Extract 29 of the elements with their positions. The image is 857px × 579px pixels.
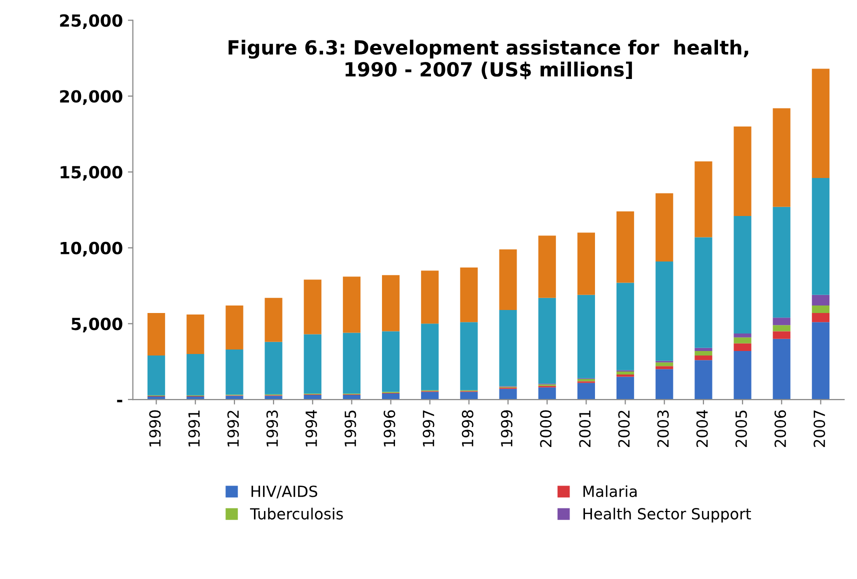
- x-tick-label: 2003: [657, 410, 669, 447]
- legend-label: Malaria: [583, 485, 637, 498]
- x-tick-label: 1999: [500, 410, 512, 446]
- x-tick-label: 2006: [774, 410, 786, 447]
- text: Figure 6.3: Development assistance for health, 1990 - 2007 (US$ millions]: [228, 40, 748, 80]
- x-tick-label: 2004: [696, 410, 708, 447]
- legend-label: HIV/AIDS: [252, 486, 318, 498]
- x-tick-label: 2005: [735, 410, 747, 447]
- x-tick-label: 1997: [422, 410, 434, 446]
- x-tick-label: 1991: [188, 410, 200, 446]
- y-tick-label: 25,000: [60, 14, 122, 29]
- legend-label: Tuberculosis: [250, 508, 343, 520]
- x-tick-label: 1992: [227, 410, 239, 446]
- x-tick-label: 1995: [344, 410, 356, 446]
- x-tick-label: 1990: [149, 410, 161, 446]
- y-tick-label: 20,000: [60, 90, 122, 105]
- y-tick-label: -: [117, 400, 122, 402]
- x-tick-label: 1996: [384, 410, 396, 446]
- x-tick-label: 2002: [618, 410, 630, 447]
- legend-label: Health Sector Support: [583, 508, 751, 523]
- x-tick-label: 2001: [579, 410, 591, 447]
- x-tick-label: 2007: [814, 410, 826, 447]
- x-tick-label: 1998: [462, 410, 474, 446]
- y-tick-label: 10,000: [60, 242, 122, 257]
- x-tick-label: 1993: [266, 410, 278, 446]
- y-tick-label: 15,000: [60, 166, 122, 181]
- x-tick-label: 2000: [540, 410, 552, 447]
- x-tick-label: 1994: [305, 410, 318, 446]
- y-tick-label: 5,000: [72, 318, 122, 332]
